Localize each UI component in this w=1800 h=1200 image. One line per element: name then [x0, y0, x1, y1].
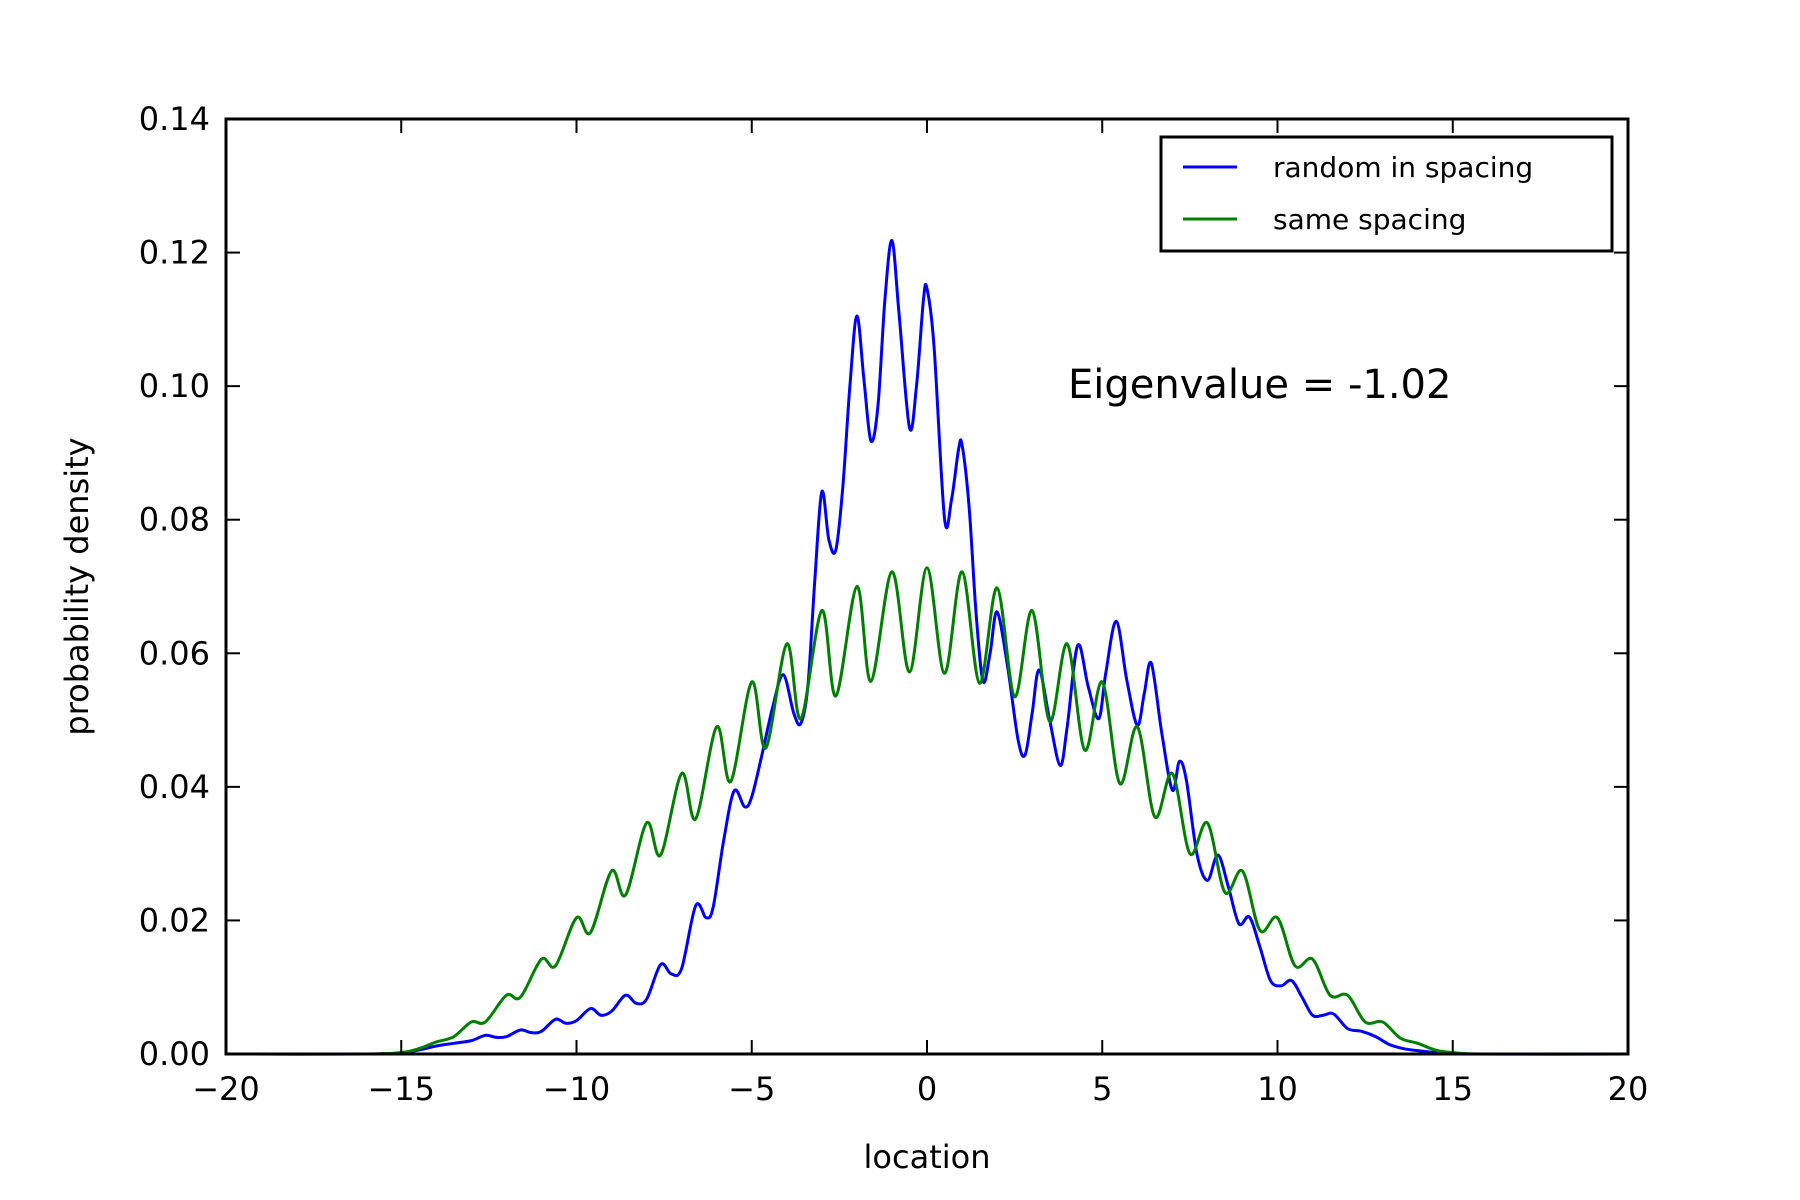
- legend-label-2: same spacing: [1273, 203, 1466, 236]
- x-tick-label: 15: [1432, 1070, 1473, 1108]
- y-tick-label: 0.04: [139, 768, 210, 806]
- legend: random in spacing same spacing: [1159, 135, 1614, 253]
- x-tick-label: −15: [367, 1070, 435, 1108]
- legend-box: [1159, 135, 1614, 253]
- series-line-1: [225, 239, 1629, 1056]
- y-tick-label: 0.02: [139, 901, 210, 939]
- tick-labels-layer: −20 −15 −10 −5 0 5 10 15 20 0.00 0.02 0.04 0.06 0.08 0…: [139, 100, 1649, 1108]
- x-tick-label: 0: [917, 1070, 937, 1108]
- x-tick-label: 10: [1257, 1070, 1298, 1108]
- legend-label-1: random in spacing: [1273, 151, 1533, 184]
- x-tick-label: −20: [192, 1070, 260, 1108]
- series-line-2: [225, 566, 1629, 1056]
- ticks-layer: [225, 118, 1629, 1055]
- y-axis-label: probability density: [58, 437, 96, 735]
- x-axis-label: location: [864, 1138, 991, 1176]
- x-tick-label: 20: [1608, 1070, 1649, 1108]
- y-tick-label: 0.14: [139, 100, 210, 138]
- x-tick-label: −5: [728, 1070, 775, 1108]
- y-tick-label: 0.12: [139, 234, 210, 272]
- x-tick-label: 5: [1092, 1070, 1112, 1108]
- eigenvalue-annotation: Eigenvalue = -1.02: [1068, 362, 1451, 408]
- y-tick-label: 0.08: [139, 501, 210, 539]
- y-tick-label: 0.00: [139, 1035, 210, 1073]
- plot-frame: [224, 117, 1630, 1056]
- y-tick-label: 0.10: [139, 367, 210, 405]
- x-tick-label: −10: [543, 1070, 611, 1108]
- series-layer: [225, 239, 1629, 1056]
- y-tick-label: 0.06: [139, 634, 210, 672]
